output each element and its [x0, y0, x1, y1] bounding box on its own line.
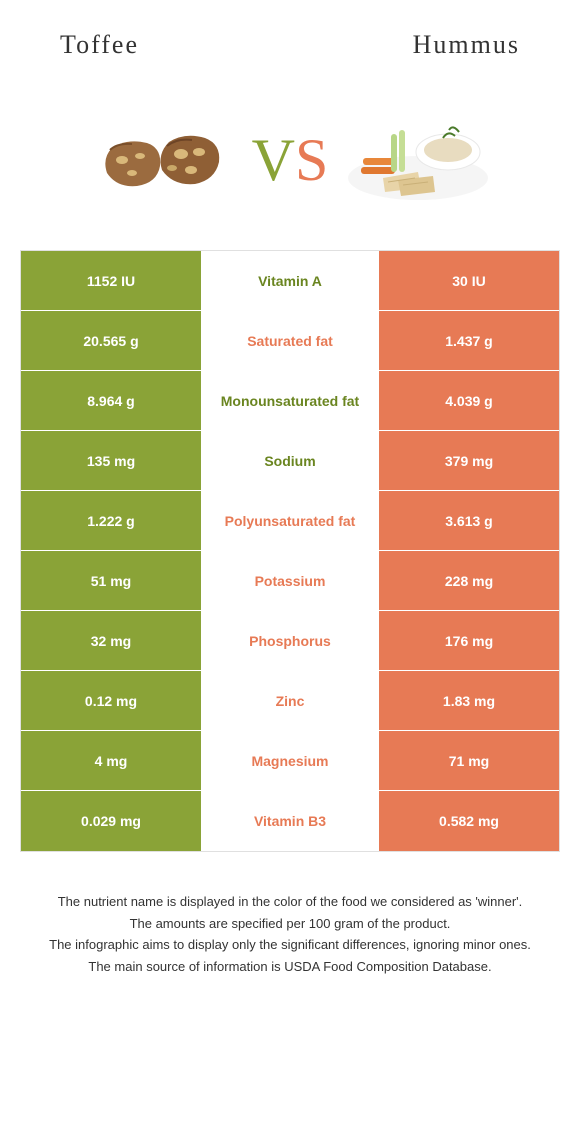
footer-line-2: The amounts are specified per 100 gram o…: [35, 914, 545, 934]
comparison-table: 1152 IUVitamin A30 IU20.565 gSaturated f…: [20, 250, 560, 852]
table-row: 32 mgPhosphorus176 mg: [21, 611, 559, 671]
vs-section: VS: [0, 80, 580, 250]
nutrient-name: Phosphorus: [201, 611, 379, 670]
nutrient-name: Polyunsaturated fat: [201, 491, 379, 550]
nutrient-name: Sodium: [201, 431, 379, 490]
table-row: 1152 IUVitamin A30 IU: [21, 251, 559, 311]
footer-line-1: The nutrient name is displayed in the co…: [35, 892, 545, 912]
left-value: 1152 IU: [21, 251, 201, 310]
nutrient-name: Magnesium: [201, 731, 379, 790]
table-row: 135 mgSodium379 mg: [21, 431, 559, 491]
header: Toffee Hummus: [0, 0, 580, 80]
right-value: 30 IU: [379, 251, 559, 310]
right-value: 228 mg: [379, 551, 559, 610]
right-value: 379 mg: [379, 431, 559, 490]
left-value: 0.029 mg: [21, 791, 201, 851]
left-value: 0.12 mg: [21, 671, 201, 730]
right-value: 4.039 g: [379, 371, 559, 430]
right-value: 1.83 mg: [379, 671, 559, 730]
table-row: 4 mgMagnesium71 mg: [21, 731, 559, 791]
table-row: 0.12 mgZinc1.83 mg: [21, 671, 559, 731]
left-value: 135 mg: [21, 431, 201, 490]
nutrient-name: Potassium: [201, 551, 379, 610]
nutrient-name: Zinc: [201, 671, 379, 730]
table-row: 8.964 gMonounsaturated fat4.039 g: [21, 371, 559, 431]
left-value: 4 mg: [21, 731, 201, 790]
left-value: 1.222 g: [21, 491, 201, 550]
left-value: 8.964 g: [21, 371, 201, 430]
right-food-title: Hummus: [413, 30, 520, 60]
hummus-image: [343, 110, 493, 210]
right-value: 1.437 g: [379, 311, 559, 370]
table-row: 0.029 mgVitamin B30.582 mg: [21, 791, 559, 851]
right-value: 176 mg: [379, 611, 559, 670]
right-value: 71 mg: [379, 731, 559, 790]
right-value: 3.613 g: [379, 491, 559, 550]
footer-notes: The nutrient name is displayed in the co…: [0, 852, 580, 998]
footer-line-4: The main source of information is USDA F…: [35, 957, 545, 977]
table-row: 20.565 gSaturated fat1.437 g: [21, 311, 559, 371]
toffee-image: [87, 110, 237, 210]
vs-label: VS: [252, 126, 329, 195]
table-row: 1.222 gPolyunsaturated fat3.613 g: [21, 491, 559, 551]
left-value: 32 mg: [21, 611, 201, 670]
left-food-title: Toffee: [60, 30, 139, 60]
nutrient-name: Saturated fat: [201, 311, 379, 370]
vs-v: V: [252, 126, 295, 195]
nutrient-name: Monounsaturated fat: [201, 371, 379, 430]
left-value: 20.565 g: [21, 311, 201, 370]
nutrient-name: Vitamin B3: [201, 791, 379, 851]
nutrient-name: Vitamin A: [201, 251, 379, 310]
vs-s: S: [295, 126, 328, 195]
left-value: 51 mg: [21, 551, 201, 610]
right-value: 0.582 mg: [379, 791, 559, 851]
footer-line-3: The infographic aims to display only the…: [35, 935, 545, 955]
table-row: 51 mgPotassium228 mg: [21, 551, 559, 611]
